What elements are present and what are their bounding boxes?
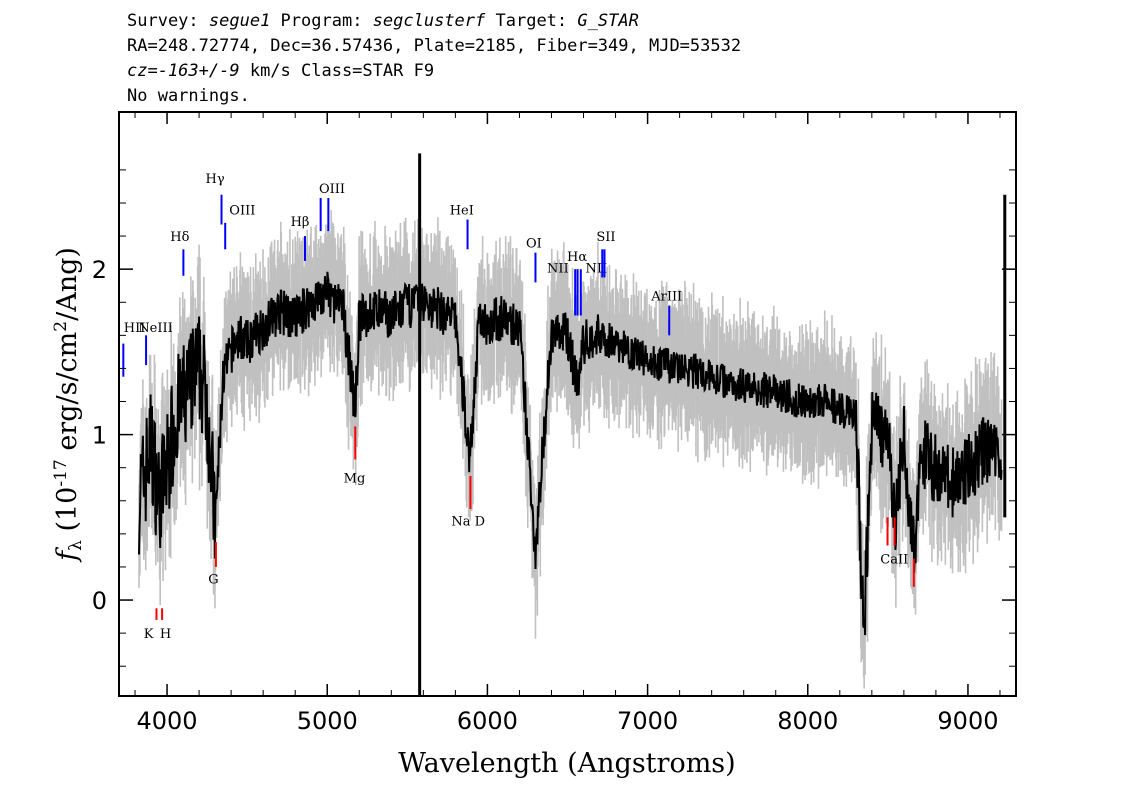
header-line-4: No warnings. [127, 86, 250, 106]
absorption-line-label: CaII [880, 553, 908, 568]
x-tick-label: 4000 [137, 707, 198, 735]
y-axis-label-exp2: 2 [51, 321, 71, 332]
survey-label: Survey: [127, 11, 209, 31]
emission-line-label: NeIII [138, 321, 172, 336]
header-line-3: cz=-163+/-9 km/s Class=STAR F9 [127, 60, 434, 82]
class-text: km/s Class=STAR F9 [239, 61, 435, 81]
emission-line-label: Hγ [206, 172, 225, 187]
emission-line-label: ArIII [650, 290, 682, 305]
emission-line-label: HII [124, 321, 146, 336]
y-axis-label: fλ (10-17 erg/s/cm2/Ang) [51, 247, 86, 563]
x-tick-label: 5000 [297, 707, 358, 735]
y-axis-label-lambda: λ [66, 540, 86, 551]
header-line-1: Survey: segue1 Program: segclusterf Targ… [127, 10, 639, 32]
target-label: Target: [485, 11, 578, 31]
flux-line [138, 271, 1003, 636]
survey-value: segue1 [208, 11, 271, 31]
emission-line-label: OI [526, 237, 542, 252]
program-label: Program: [270, 11, 373, 31]
emission-line-label: SII [596, 230, 615, 245]
spectral-line-markers: HIINeIIIHδHγOIIIHβOIIIHeIOINIIHαNIISIIAr… [122, 172, 915, 642]
program-value: segclusterf [372, 11, 486, 31]
emission-line-label: Hδ [170, 230, 189, 245]
redshift-value: cz=-163+/-9 [127, 61, 240, 81]
emission-line-label: OIII [319, 182, 345, 197]
y-axis-label-exp: -17 [51, 459, 71, 486]
axis-ticks: 4000 5000 6000 7000 8000 9000 0 1 2 [92, 112, 1016, 735]
emission-line-label: Hα [567, 250, 587, 265]
absorption-line-label: H [160, 627, 171, 642]
emission-line-label: OIII [229, 204, 255, 219]
y-tick-label: 2 [92, 256, 107, 284]
absorption-line-label: G [208, 573, 218, 588]
y-tick-label: 1 [92, 422, 107, 450]
absorption-line-label: Na D [451, 515, 485, 530]
y-tick-label: 0 [92, 587, 107, 615]
x-tick-label: 7000 [617, 707, 678, 735]
y-axis-label-units-2: erg/s/cm [52, 332, 83, 460]
x-tick-label: 6000 [457, 707, 518, 735]
target-value: G_STAR [577, 11, 639, 31]
plot-frame [118, 111, 1017, 697]
x-axis-label: Wavelength (Angstroms) [398, 748, 735, 779]
absorption-line-label: Mg [344, 472, 366, 487]
y-axis-label-units-1: (10 [52, 487, 83, 540]
header-line-2: RA=248.72774, Dec=36.57436, Plate=2185, … [127, 36, 742, 56]
y-axis-label-units-3: /Ang) [52, 247, 83, 321]
flux-series [138, 153, 1007, 696]
x-tick-label: 9000 [937, 707, 998, 735]
emission-line-label: HeI [450, 204, 474, 219]
absorption-line-label: K [144, 627, 154, 642]
x-tick-label: 8000 [777, 707, 838, 735]
emission-line-label: NII [547, 261, 569, 276]
y-axis-label-f: f [52, 547, 83, 563]
emission-line-label: Hβ [291, 215, 310, 230]
